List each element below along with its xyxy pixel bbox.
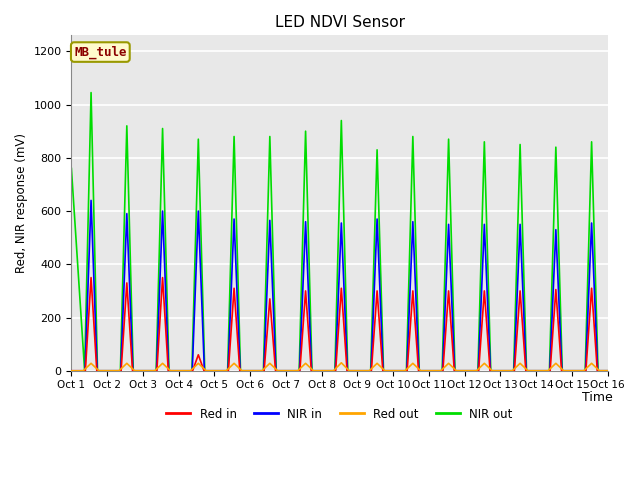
- Legend: Red in, NIR in, Red out, NIR out: Red in, NIR in, Red out, NIR out: [162, 403, 517, 425]
- X-axis label: Time: Time: [582, 391, 613, 404]
- Y-axis label: Red, NIR response (mV): Red, NIR response (mV): [15, 133, 28, 273]
- Title: LED NDVI Sensor: LED NDVI Sensor: [275, 15, 404, 30]
- Text: MB_tule: MB_tule: [74, 46, 127, 59]
